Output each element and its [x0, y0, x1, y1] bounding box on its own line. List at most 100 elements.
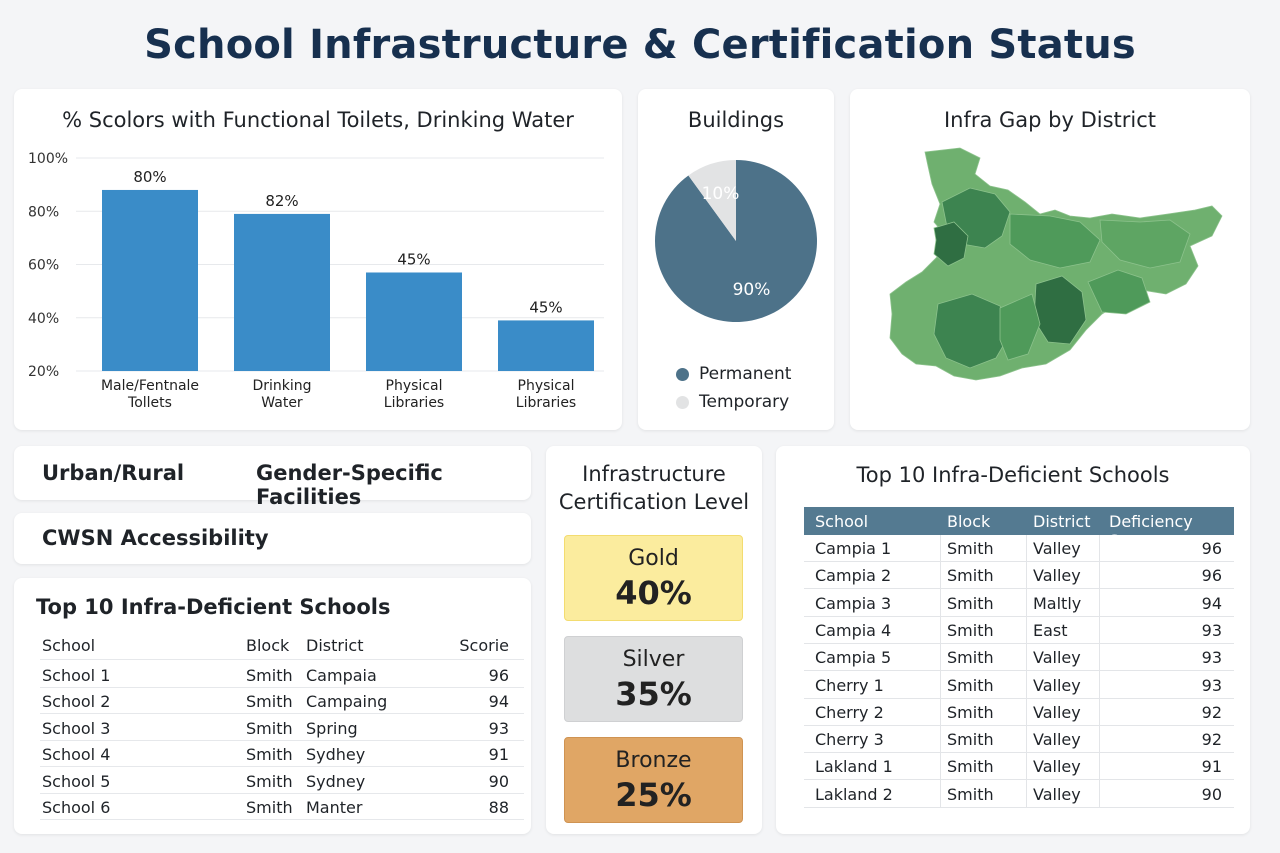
- map-region-northeast[interactable]: [1099, 219, 1191, 269]
- big-table-row[interactable]: Lakland 2 Smith Valley 90: [804, 781, 1234, 808]
- big-table-cell: Smith: [947, 593, 994, 613]
- big-table-cell: 96: [1201, 566, 1222, 586]
- small-table-cell: Sydhey: [306, 745, 366, 765]
- big-table-cell: Valley: [1033, 566, 1081, 586]
- x-category-label: Tollets: [127, 395, 172, 411]
- small-col-school[interactable]: School: [42, 636, 96, 655]
- cert-bronze-value: 25%: [615, 776, 692, 814]
- cert-gold-box[interactable]: Gold 40%: [564, 535, 743, 621]
- big-table-cell: Campia 4: [815, 620, 892, 640]
- small-table-cell: Campaing: [306, 692, 388, 712]
- big-table-cell: Valley: [1033, 784, 1081, 804]
- col-deficiency-score[interactable]: Deficiency Score: [1109, 512, 1193, 550]
- small-table-cell: 94: [488, 692, 509, 712]
- small-table-row[interactable]: School 2 Smith Campaing 94: [14, 688, 531, 714]
- big-table-row[interactable]: Campia 1 Smith Valley 96: [804, 535, 1234, 562]
- big-table-header: School Block District Deficiency Score: [804, 507, 1234, 550]
- small-table-cell: School 4: [42, 745, 111, 765]
- small-table-header: School Block District Scorie: [14, 632, 531, 658]
- pie-slice-label: 90%: [733, 280, 771, 300]
- small-table-row[interactable]: School 6 Smith Manter 88: [14, 794, 531, 820]
- big-table-cell: 93: [1201, 675, 1222, 695]
- bar[interactable]: [234, 213, 330, 371]
- big-table-cell: 93: [1201, 648, 1222, 668]
- small-table-cell: School 3: [42, 718, 111, 738]
- cert-silver-box[interactable]: Silver 35%: [564, 636, 743, 722]
- col-school[interactable]: School: [815, 512, 869, 531]
- bar[interactable]: [498, 320, 594, 371]
- big-table-cell: Lakland 2: [815, 784, 893, 804]
- tab-gender-specific-facilities[interactable]: Gender-Specific Facilities: [256, 461, 443, 509]
- legend-temporary[interactable]: Temporary: [676, 392, 789, 412]
- cert-title-line1: Infrastructure: [582, 462, 726, 486]
- cert-gold-name: Gold: [628, 546, 679, 571]
- big-table-cell: Campia 1: [815, 539, 892, 558]
- small-table-cell: 91: [488, 745, 509, 765]
- big-table-cell: Campia 2: [815, 566, 892, 586]
- big-table-cell: 96: [1201, 539, 1222, 558]
- big-table-row[interactable]: Campia 4 Smith East 93: [804, 617, 1234, 644]
- small-table-cell: Spring: [306, 718, 358, 738]
- cert-bronze-box[interactable]: Bronze 25%: [564, 737, 743, 823]
- tab-urban-rural[interactable]: Urban/Rural: [42, 461, 185, 485]
- y-tick-label: 60%: [28, 258, 59, 274]
- legend-label-permanent: Permanent: [699, 364, 792, 384]
- small-table-row[interactable]: School 3 Smith Spring 93: [14, 715, 531, 741]
- row-divider: [40, 713, 524, 715]
- small-table-cell: School 2: [42, 692, 111, 712]
- big-table-cell: Cherry 3: [815, 730, 884, 750]
- big-table-cell: Smith: [947, 539, 994, 558]
- big-table-cell: 90: [1201, 784, 1222, 804]
- small-col-block[interactable]: Block: [246, 636, 290, 655]
- col-district[interactable]: District: [1033, 512, 1091, 531]
- bar[interactable]: [102, 189, 198, 371]
- big-table-cell: Maltly: [1033, 593, 1082, 613]
- big-table-row[interactable]: Cherry 3 Smith Valley 92: [804, 726, 1234, 754]
- legend-permanent[interactable]: Permanent: [676, 364, 791, 384]
- small-deficient-schools-card: Top 10 Infra-Deficient Schools School Blo…: [14, 578, 531, 834]
- map-region-east[interactable]: [1087, 269, 1151, 315]
- big-table-row[interactable]: Cherry 1 Smith Valley 93: [804, 672, 1234, 699]
- cert-title-line2: Certification Level: [558, 490, 750, 514]
- bar[interactable]: [366, 272, 462, 371]
- map-region-central[interactable]: [1009, 213, 1101, 269]
- cwsn-tab-row: CWSN Accessibility: [14, 513, 531, 564]
- buildings-pie-chart: 90% 10%: [655, 160, 817, 322]
- big-table-row[interactable]: Cherry 2 Smith Valley 92: [804, 699, 1234, 726]
- row-divider: [40, 819, 524, 820]
- map-region-southwest[interactable]: [933, 293, 1011, 369]
- column-divider: [1099, 535, 1100, 808]
- col-block[interactable]: Block: [947, 512, 991, 531]
- small-table-cell: Smith: [246, 718, 293, 738]
- big-table-cell: Smith: [947, 620, 994, 640]
- pie-slice-temporary[interactable]: [688, 160, 736, 241]
- big-table-row[interactable]: Campia 2 Smith Valley 96: [804, 562, 1234, 590]
- bar-data-label: 80%: [133, 168, 166, 186]
- big-table-cell: Valley: [1033, 702, 1081, 722]
- district-choropleth-map[interactable]: [850, 144, 1250, 404]
- small-table-row[interactable]: School 4 Smith Sydhey 91: [14, 741, 531, 767]
- small-col-scorie[interactable]: Scorie: [459, 636, 509, 655]
- big-table-row[interactable]: Lakland 1 Smith Valley 91: [804, 753, 1234, 781]
- map-region-south[interactable]: [999, 293, 1041, 361]
- big-table-cell: Valley: [1033, 730, 1081, 750]
- small-table-row[interactable]: School 1 Smith Campaia 96: [14, 662, 531, 688]
- certification-card: Infrastructure Certification Level Gold …: [546, 446, 762, 834]
- small-table-row[interactable]: School 5 Smith Sydney 90: [14, 768, 531, 794]
- small-col-district[interactable]: District: [306, 636, 364, 655]
- big-table-cell: East: [1033, 620, 1068, 640]
- x-category-label: Water: [261, 395, 303, 411]
- big-table-row[interactable]: Campia 3 Smith Maltly 94: [804, 590, 1234, 617]
- big-table-cell: Smith: [947, 566, 994, 586]
- row-divider: [40, 687, 524, 688]
- big-table-row[interactable]: Campia 5 Smith Valley 93: [804, 644, 1234, 672]
- small-table-cell: Campaia: [306, 666, 377, 685]
- x-category-label: Physical: [386, 378, 443, 394]
- tab-cwsn-accessibility[interactable]: CWSN Accessibility: [42, 526, 269, 550]
- map-region-west[interactable]: [933, 221, 969, 267]
- bar-chart-title: % Scolors with Functional Toilets, Drink…: [62, 108, 574, 132]
- toilets-water-bar-chart-card: % Scolors with Functional Toilets, Drink…: [14, 89, 622, 430]
- cert-gold-value: 40%: [615, 574, 692, 612]
- big-table-cell: Valley: [1033, 675, 1081, 695]
- big-table-cell: Lakland 1: [815, 757, 893, 777]
